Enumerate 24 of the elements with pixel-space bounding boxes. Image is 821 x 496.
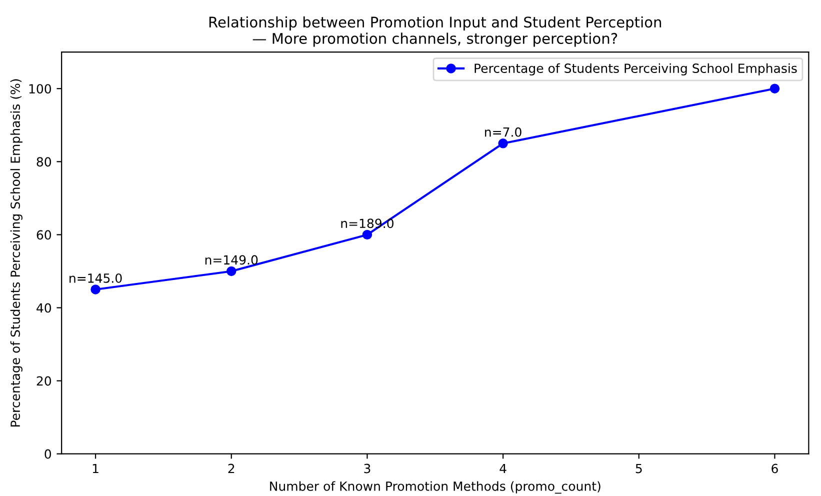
- x-axis-title: Number of Known Promotion Methods (promo_count): [270, 481, 600, 494]
- x-tick-label: 5: [636, 464, 642, 474]
- point: [770, 84, 780, 94]
- point: [226, 266, 236, 276]
- y-axis-title: Percentage of Students Perceiving School Emphasis (%): [10, 79, 22, 426]
- y-tick-label: 80: [36, 157, 52, 167]
- y-tick-label: 20: [36, 376, 52, 386]
- y-tick-label: 0: [44, 449, 52, 459]
- x-tick-label: 1: [92, 464, 98, 474]
- y-tick-label: 100: [29, 84, 52, 94]
- annotation: n=7.0: [485, 127, 522, 137]
- legend-label: Percentage of Students Perceiving School Emphasis: [474, 63, 797, 76]
- chart-title: Relationship between Promotion Input and Student Perception — More promotion channels, stronger perception?: [209, 16, 662, 47]
- x-tick-label: 6: [772, 464, 778, 474]
- x-tick-label: 2: [228, 464, 234, 474]
- point: [90, 284, 100, 294]
- point: [362, 230, 372, 240]
- annotation: n=149.0: [205, 255, 258, 265]
- point: [498, 138, 508, 148]
- x-tick-label: 3: [364, 464, 370, 474]
- annotation: n=145.0: [70, 273, 122, 283]
- x-tick-label: 4: [500, 464, 506, 474]
- y-tick-label: 60: [36, 230, 52, 240]
- y-tick-label: 40: [36, 303, 52, 313]
